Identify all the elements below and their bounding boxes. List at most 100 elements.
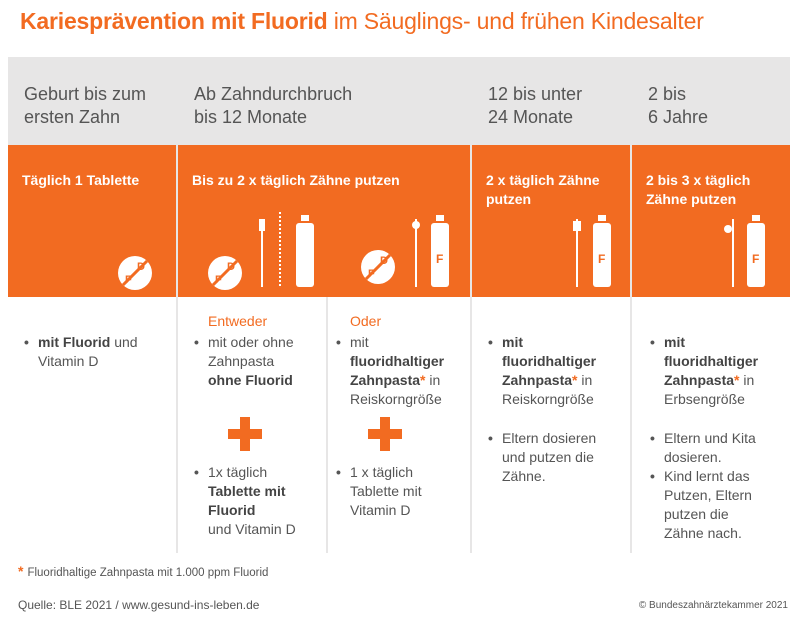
bullet-text-bold: ohne Fluorid [208, 372, 293, 388]
recommendation-line: 2 x täglich Zähne [486, 172, 600, 188]
toothbrush-icon [259, 219, 265, 287]
bullet-text: Zähne nach. [664, 525, 742, 541]
bullet-text: Reiskorngröße [350, 391, 442, 407]
bullet-text: Vitamin D [350, 502, 411, 518]
bullet-text: mit oder ohne [208, 334, 294, 350]
bullet-text: 1x täglich [208, 464, 268, 480]
header-line: bis 12 Monate [194, 107, 308, 127]
toothpaste-tube-icon: F [747, 215, 765, 287]
list-item: • mit Fluorid und Vitamin D [24, 333, 168, 371]
bullet-text: Kind lernt das [664, 468, 750, 484]
list-item: • Eltern und Kita dosieren. [650, 429, 788, 467]
tube-letter: F [436, 252, 443, 266]
asterisk: * [734, 372, 740, 388]
details-cell-either: Entweder • mit oder ohne Zahnpasta ohne … [178, 297, 326, 553]
page-title: Kariesprävention mit Fluorid im Säugling… [20, 8, 704, 35]
details-cell-birth: • mit Fluorid und Vitamin D [8, 297, 176, 553]
copyright: © Bundeszahnärztekammer 2021 [638, 600, 788, 611]
fluoride-tablet-icon: D F [208, 256, 242, 290]
toothpaste-tube-icon [296, 215, 314, 287]
header-cell-tooth-eruption: Ab Zahndurchbruch bis 12 Monate [178, 57, 470, 145]
source-credit: Quelle: BLE 2021 / www.gesund-ins-leben.… [18, 598, 260, 612]
bullet-text: Erbsengröße [664, 391, 745, 407]
bullet-dot: • [488, 334, 493, 350]
details-cell-12-24-months: • mit fluoridhaltiger Zahnpasta* in Reis… [472, 297, 630, 553]
header-line: Ab Zahndurchbruch [194, 84, 353, 104]
header-line: ersten Zahn [24, 107, 121, 127]
header-line: 24 Monate [488, 107, 574, 127]
bullet-dot: • [336, 334, 341, 350]
list-item: • mit fluoridhaltiger Zahnpasta* in Erbs… [650, 333, 788, 409]
recommendation-text: Täglich 1 Tablette [22, 172, 140, 188]
title-bold: Kariesprävention mit Fluorid [20, 8, 328, 34]
bullet-text-bold: mit [664, 334, 685, 350]
tablet-letter-d: D [137, 261, 145, 273]
header-cell-12-24-months: 12 bis unter 24 Monate [472, 57, 630, 145]
recommendation-text: Bis zu 2 x täglich Zähne putzen [192, 172, 400, 188]
tube-letter: F [598, 252, 605, 266]
header-cell-birth: Geburt bis zum ersten Zahn [8, 57, 176, 145]
asterisk: * [420, 372, 426, 388]
bullet-text-bold: Zahnpasta [350, 372, 421, 388]
list-item: • mit fluoridhaltiger Zahnpasta* in Reis… [336, 333, 468, 409]
details-cell-or: Oder • mit fluoridhaltiger Zahnpasta* in… [328, 297, 470, 553]
tablet-letter-f: F [125, 274, 132, 286]
tablet-letter-d: D [380, 255, 388, 267]
bullet-text: Reiskorngröße [502, 391, 594, 407]
bullet-text-bold: Zahnpasta [664, 372, 735, 388]
tube-letter: F [752, 252, 759, 266]
or-label: Oder [350, 313, 382, 329]
bullet-text: in [739, 372, 755, 388]
toothpaste-tube-icon: F [431, 215, 449, 287]
toothbrush-icon [573, 219, 581, 287]
bullet-text-bold: Fluorid [208, 502, 256, 518]
plus-icon [368, 417, 402, 451]
asterisk: * [572, 372, 578, 388]
title-rest: im Säuglings- und frühen Kindesalter [327, 8, 704, 34]
bullet-text: Eltern dosieren [502, 430, 597, 446]
bullet-text: mit [350, 334, 369, 350]
header-line: 12 bis unter [488, 84, 583, 104]
fluoride-tablet-icon: D F [361, 250, 395, 284]
bullet-text: dosieren. [664, 449, 722, 465]
bullet-text: Zähne. [502, 468, 546, 484]
recommendation-text: 2 bis 3 x täglich Zähne putzen [646, 171, 782, 209]
bullet-dot: • [194, 464, 199, 480]
list-item: • mit fluoridhaltiger Zahnpasta* in Reis… [488, 333, 628, 409]
bullet-text: Eltern und Kita [664, 430, 756, 446]
bullet-text-bold: fluoridhaltiger [350, 353, 445, 369]
bullet-text: putzen die [664, 506, 729, 522]
list-item: • Kind lernt das Putzen, Eltern putzen d… [650, 467, 788, 543]
bullet-dot: • [24, 334, 29, 350]
bullet-text: in [425, 372, 441, 388]
bullet-text: in [577, 372, 593, 388]
bullet-dot: • [650, 430, 655, 446]
list-item: • 1 x täglich Tablette mit Vitamin D [336, 463, 468, 520]
toothbrush-icon [412, 219, 420, 287]
bullet-text-bold: mit Fluorid [38, 334, 111, 350]
tablet-letter-f: F [215, 274, 222, 286]
list-item: • 1x täglich Tablette mit Fluorid und Vi… [194, 463, 324, 539]
bullet-text: und [110, 334, 138, 350]
tablet-letter-f: F [368, 268, 375, 280]
details-cell-2-6-years: • mit fluoridhaltiger Zahnpasta* in Erbs… [632, 297, 790, 553]
bullet-dot: • [194, 334, 199, 350]
footnote: * Fluoridhaltige Zahnpasta mit 1.000 ppm … [18, 563, 268, 579]
bullet-dot: • [650, 334, 655, 350]
header-line: 6 Jahre [648, 107, 709, 127]
toothpaste-tube-icon: F [593, 215, 611, 287]
header-line: 2 bis [648, 84, 687, 104]
bullet-dot: • [336, 464, 341, 480]
asterisk: * [18, 563, 24, 579]
bullet-text-bold: Zahnpasta [502, 372, 573, 388]
list-item: • Eltern dosieren und putzen die Zähne. [488, 429, 628, 486]
header-cell-2-6-years: 2 bis 6 Jahre [632, 57, 790, 145]
bullet-text-bold: mit [502, 334, 523, 350]
recommendation-line: putzen [486, 191, 532, 207]
header-line: Geburt bis zum [24, 84, 147, 104]
footnote-text: Fluoridhaltige Zahnpasta mit 1.000 ppm F… [27, 567, 269, 579]
list-item: • mit oder ohne Zahnpasta ohne Fluorid [194, 333, 324, 390]
fluoride-tablet-icon: D F [118, 256, 152, 290]
bullet-text: Tablette mit [350, 483, 422, 499]
either-label: Entweder [208, 313, 268, 329]
